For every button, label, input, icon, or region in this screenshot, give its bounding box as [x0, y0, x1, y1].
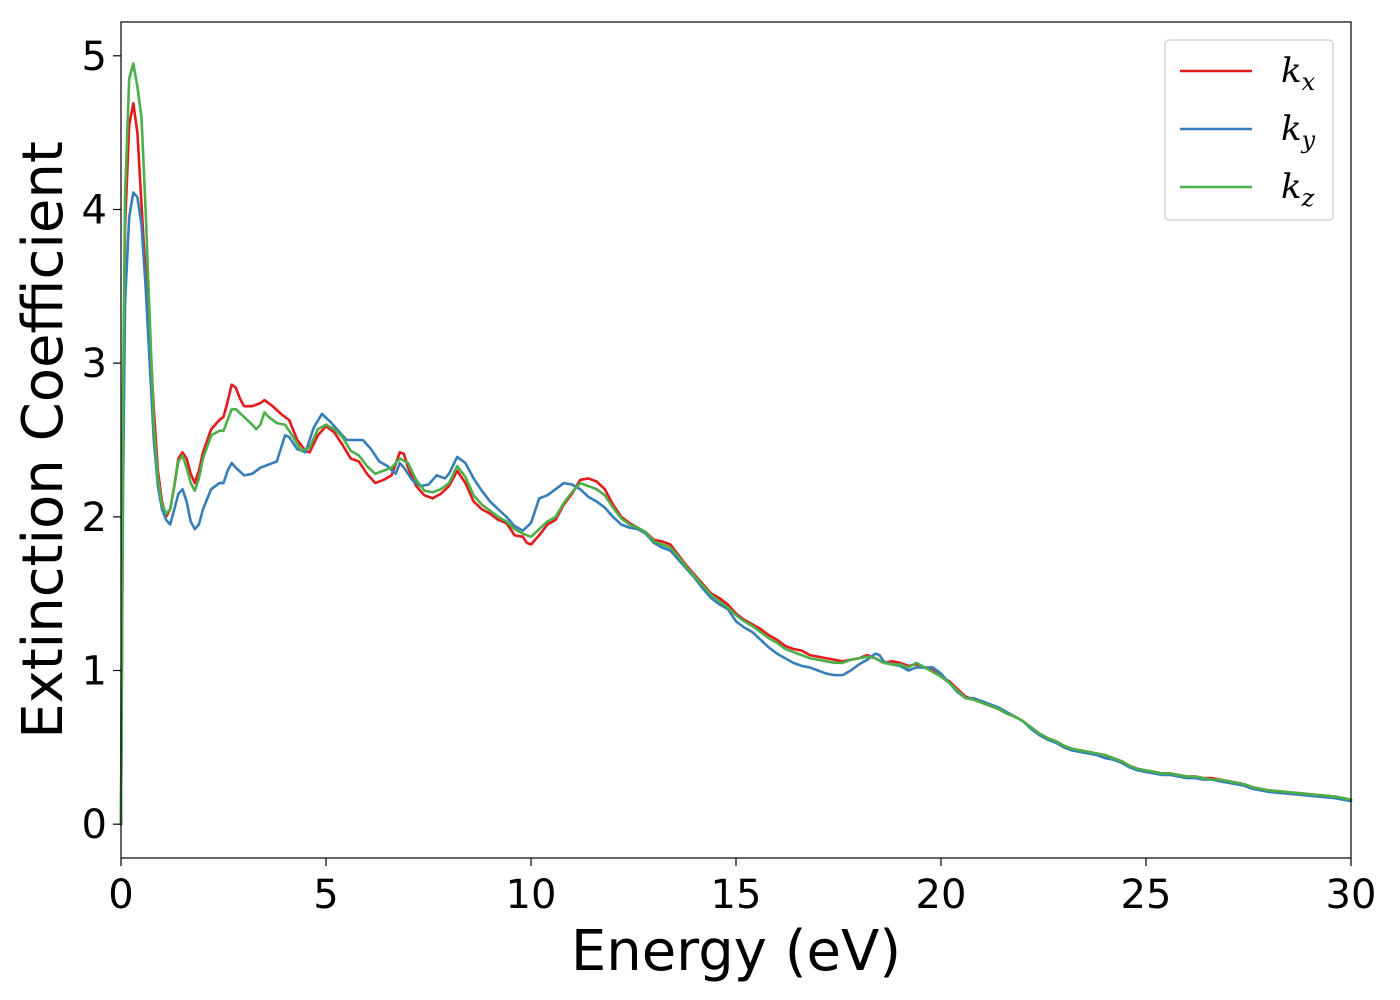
x-tick-label: 20: [916, 872, 967, 918]
y-tick-label: 5: [82, 34, 107, 80]
x-tick-label: 15: [711, 872, 762, 918]
x-axis-ticks: 0 5 10 15 20 25 30: [108, 858, 1376, 918]
legend-label-x: kx: [1281, 51, 1316, 96]
x-tick-label: 0: [108, 872, 133, 918]
x-tick-label: 25: [1121, 872, 1172, 918]
series-layer: [119, 62, 1353, 826]
y-tick-label: 2: [82, 495, 107, 541]
series-line-y: [119, 191, 1353, 826]
y-tick-label: 0: [82, 802, 107, 848]
x-tick-label: 30: [1326, 872, 1377, 918]
x-tick-label: 5: [313, 872, 338, 918]
y-tick-label: 1: [82, 649, 107, 695]
y-axis-title: Extinction Coefficient: [11, 141, 76, 739]
legend-label-z: kz: [1281, 167, 1315, 212]
legend: kx ky kz: [1164, 39, 1334, 221]
y-axis-ticks: 0 1 2 3 4 5: [82, 34, 121, 848]
x-tick-label: 10: [506, 872, 557, 918]
y-tick-label: 3: [82, 341, 107, 387]
series-line-z: [119, 62, 1353, 826]
x-axis-title: Energy (eV): [571, 919, 901, 984]
y-tick-label: 4: [82, 187, 107, 233]
legend-label-y: ky: [1281, 109, 1316, 154]
